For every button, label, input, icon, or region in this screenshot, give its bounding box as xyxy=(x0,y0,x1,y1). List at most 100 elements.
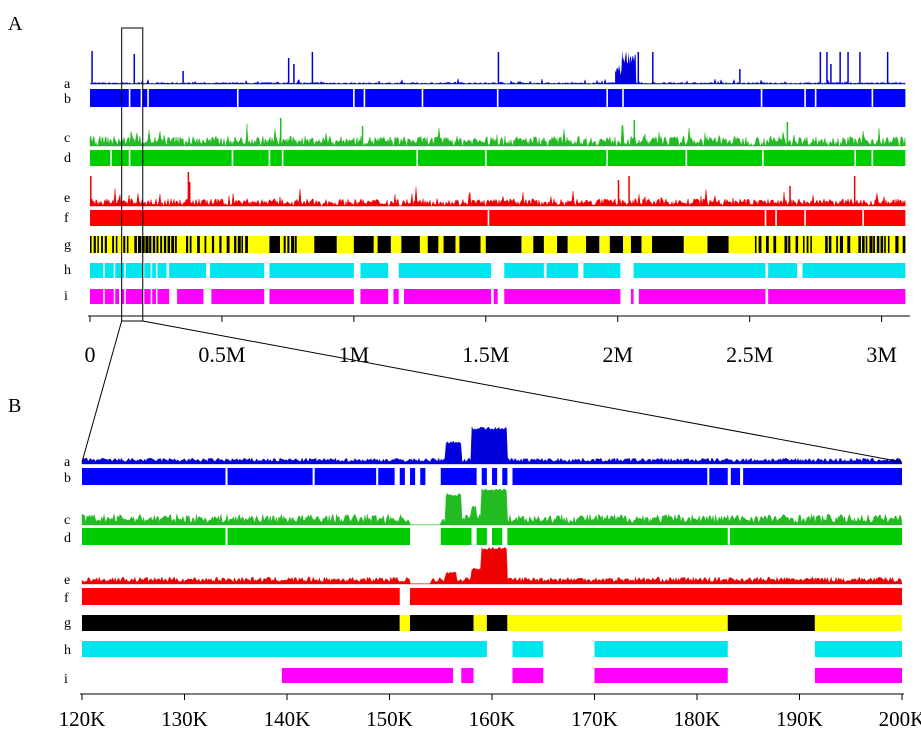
track-d-bar-gap xyxy=(871,150,874,166)
track-i-gap xyxy=(113,289,116,304)
track-b-bar-gap xyxy=(236,89,239,107)
track-e-coverage-spike xyxy=(628,176,630,206)
track-g-dark xyxy=(353,236,374,253)
track-f-bar-gap xyxy=(764,210,767,226)
track-d-bar-gap xyxy=(485,150,487,166)
track-label-c: c xyxy=(64,131,70,146)
track-g-dark xyxy=(90,236,92,253)
track-e-coverage-spike xyxy=(188,182,191,206)
track-a-coverage-spike xyxy=(91,51,93,84)
track-g-dark xyxy=(226,236,230,253)
track-f-bar-gap xyxy=(487,210,490,226)
track-g-dark xyxy=(294,236,297,253)
track-i-bar xyxy=(121,289,170,304)
track-label-g: g xyxy=(64,616,71,631)
track-b-bar-gap xyxy=(353,89,355,107)
panel-a-x-tick-label: 2.5M xyxy=(726,342,773,367)
track-g-dark xyxy=(197,236,200,253)
track-a-coverage-spike xyxy=(182,71,184,84)
track-b-i-bar xyxy=(512,668,544,683)
track-g-dark xyxy=(156,236,159,253)
track-label-b: b xyxy=(64,92,71,107)
track-label-i: i xyxy=(64,289,68,304)
track-g-dark xyxy=(171,236,175,253)
track-g-dark xyxy=(533,236,544,253)
track-b-b-bar xyxy=(399,468,405,485)
track-b-g-segment xyxy=(814,615,902,631)
panel-b-x-tick-label: 150K xyxy=(366,707,413,731)
panel-b-letter: B xyxy=(8,395,21,417)
track-f-bar xyxy=(90,210,906,226)
track-g-dark xyxy=(123,236,126,253)
track-g-dark xyxy=(219,236,222,253)
track-i-bar xyxy=(404,289,492,304)
panel-b-x-tick-label: 140K xyxy=(264,707,311,731)
track-e-coverage-spike xyxy=(90,176,92,206)
track-d-bar xyxy=(90,150,906,166)
track-b-h-bar xyxy=(814,641,902,657)
track-f-bar-gap xyxy=(775,210,777,226)
track-c-coverage-spike xyxy=(786,122,789,146)
track-b-c-coverage xyxy=(81,488,903,526)
track-h-bar xyxy=(546,263,579,278)
track-g-dark xyxy=(652,236,684,253)
track-g-dark xyxy=(314,236,337,253)
track-h-bar xyxy=(169,263,207,278)
track-d-bar-gap xyxy=(854,150,857,166)
track-i-bar xyxy=(211,289,265,304)
track-a-coverage-spike xyxy=(293,64,295,84)
track-i-bar xyxy=(177,289,204,304)
panel-a-x-tick-label: 2M xyxy=(602,342,633,367)
track-c-coverage-spike xyxy=(361,126,364,146)
track-label-h: h xyxy=(64,643,71,658)
panel-b-x-tick-label: 120K xyxy=(59,707,106,731)
track-b-bar-gap xyxy=(363,89,366,107)
track-b-g-segment xyxy=(727,615,815,631)
track-g-dark xyxy=(902,236,906,253)
track-d-bar-gap xyxy=(416,150,418,166)
track-g-dark xyxy=(443,236,456,253)
track-h-bar xyxy=(504,263,544,278)
track-i-bar xyxy=(360,289,389,304)
track-h-bar xyxy=(90,263,167,278)
track-a-coverage-spike xyxy=(839,52,841,84)
track-g-dark xyxy=(174,236,177,253)
panel-b-plot: 120K 130K 140K 150K 160K 170K 180K 190K 200K xyxy=(59,426,921,731)
track-g-dark xyxy=(115,236,118,253)
track-b-bar-gap xyxy=(871,89,874,107)
track-b-g-segment xyxy=(410,615,474,631)
track-h-gap xyxy=(124,263,126,278)
track-g-dark xyxy=(245,236,248,253)
track-g-dark xyxy=(160,236,163,253)
track-b-b-bar xyxy=(314,468,377,485)
track-b-bar-gap xyxy=(606,89,608,107)
panel-a-x-tick-label: 0 xyxy=(85,342,96,367)
track-h-gap xyxy=(150,263,153,278)
track-d-bar-gap xyxy=(606,150,608,166)
track-f-bar-gap xyxy=(804,210,806,226)
track-label-d: d xyxy=(64,151,71,166)
track-g-dark xyxy=(806,236,809,253)
track-g-dark xyxy=(836,236,838,253)
track-b-b-bar xyxy=(410,468,416,485)
track-g-dark xyxy=(145,236,149,253)
track-g-dark xyxy=(758,236,762,253)
track-b-g-segment xyxy=(473,615,487,631)
track-i-bar xyxy=(630,289,634,304)
track-b-i-bar xyxy=(814,668,902,683)
track-b-b-bar xyxy=(730,468,741,485)
track-b-h-bar xyxy=(512,641,544,657)
track-g-dark xyxy=(802,236,805,253)
track-g-dark xyxy=(795,236,799,253)
track-h-bar xyxy=(210,263,265,278)
track-b-h-bar xyxy=(594,641,728,657)
zoom-line-left xyxy=(81,320,123,463)
track-b-g-segment xyxy=(486,615,508,631)
track-g-dark xyxy=(788,236,791,253)
track-g-dark xyxy=(134,236,137,253)
track-i-gap xyxy=(103,289,105,304)
track-i-bar xyxy=(768,289,906,304)
track-a-coverage-spike xyxy=(859,52,861,84)
panel-a-plot: 0 0.5M 1M 1.5M 2M 2.5M 3M xyxy=(85,27,910,367)
track-b-b-bar xyxy=(512,468,708,485)
